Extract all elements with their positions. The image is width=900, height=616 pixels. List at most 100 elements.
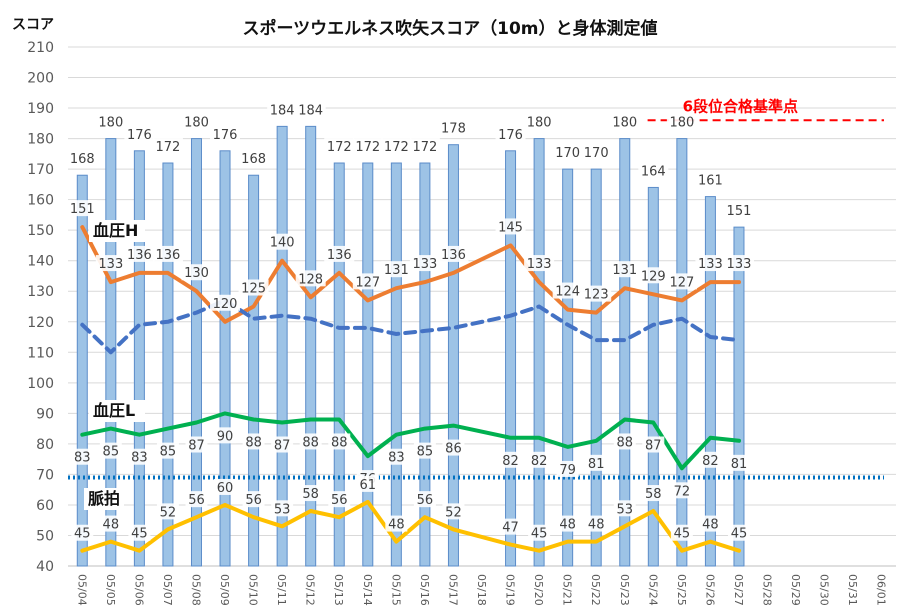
pulse-data-label: 48	[588, 518, 605, 533]
bar-value-label: 184	[298, 103, 323, 118]
data-label-bg	[238, 150, 269, 167]
data-label-bg	[185, 436, 208, 453]
data-label-bg	[556, 515, 579, 532]
data-label-bg	[524, 255, 555, 272]
data-label-bg	[638, 267, 669, 284]
pulse-data-label: 48	[559, 518, 576, 533]
pulse-data-label: 45	[731, 527, 748, 542]
data-label-bg	[695, 171, 726, 188]
data-label-bg	[352, 273, 383, 290]
bp-h-data-label: 133	[727, 257, 752, 272]
x-tick-label: 05/23	[618, 574, 631, 606]
bp-h-data-label: 129	[641, 269, 666, 284]
y-tick-label: 120	[27, 315, 54, 331]
x-tick-label: 05/19	[504, 574, 517, 606]
bp-h-data-label: 124	[555, 285, 580, 300]
data-label-bg	[581, 144, 612, 161]
pulse-data-label: 58	[302, 487, 319, 502]
pulse-data-label: 61	[360, 478, 377, 493]
bar-value-label: 176	[498, 128, 523, 143]
data-label-bg	[409, 138, 440, 155]
reference-line-label: 6段位合格基準点	[683, 97, 798, 115]
y-tick-label: 80	[36, 437, 54, 453]
x-tick-label: 05/06	[132, 574, 145, 606]
pulse-data-label: 53	[274, 502, 291, 517]
x-tick-label: 05/10	[247, 574, 260, 606]
pulse-data-label: 53	[616, 502, 633, 517]
data-label-bg	[381, 138, 412, 155]
pulse-data-label: 45	[674, 527, 691, 542]
y-tick-label: 210	[27, 40, 54, 56]
y-tick-label: 160	[27, 193, 54, 209]
bp-l-data-label: 72	[674, 484, 691, 499]
bar	[390, 162, 402, 567]
data-label-bg	[499, 451, 522, 468]
bp-l-data-label: 83	[388, 451, 405, 466]
bar	[733, 226, 745, 567]
x-tick-label: 05/11	[275, 574, 288, 606]
data-label-bg	[214, 478, 237, 495]
data-label-bg	[71, 524, 94, 541]
x-tick-label: 05/13	[332, 574, 345, 606]
annotation-bg	[89, 400, 145, 422]
data-label-bg	[271, 436, 294, 453]
x-tick-label: 05/24	[646, 574, 659, 606]
bar-value-label: 151	[727, 204, 752, 219]
x-tick-label: 05/21	[561, 574, 574, 606]
data-label-bg	[67, 150, 98, 167]
x-tick-label: 05/22	[589, 574, 602, 606]
bp-h-data-label: 140	[270, 236, 295, 251]
bar	[248, 174, 260, 567]
bp-h-data-label: 128	[298, 272, 323, 287]
bar-value-label: 164	[641, 164, 666, 179]
bp-h-data-label: 133	[412, 257, 437, 272]
x-tick-label: 05/15	[389, 574, 402, 606]
data-label-bg	[156, 503, 179, 520]
y-tick-label: 150	[27, 223, 54, 239]
bp-l-data-label: 88	[302, 435, 319, 450]
bp-h-data-label: 123	[584, 288, 609, 303]
data-label-bg	[723, 202, 754, 219]
bar	[219, 150, 231, 567]
data-label-bg	[152, 138, 183, 155]
data-label-bg	[585, 454, 608, 471]
bar	[133, 150, 145, 567]
bar-value-label: 180	[184, 116, 209, 131]
data-label-bg	[438, 245, 469, 262]
bp-h-data-label: 133	[527, 257, 552, 272]
series-annotation: 血圧H	[93, 221, 138, 240]
data-label-bg	[295, 101, 326, 118]
bar-value-label: 172	[412, 140, 437, 155]
data-label-bg	[524, 113, 555, 130]
data-label-bg	[128, 524, 151, 541]
y-tick-label: 130	[27, 284, 54, 300]
y-tick-label: 140	[27, 254, 54, 270]
data-label-bg	[556, 460, 579, 477]
y-tick-label: 100	[27, 376, 54, 392]
data-label-bg	[385, 515, 408, 532]
bp-h-data-label: 133	[98, 257, 123, 272]
series-line	[80, 225, 741, 324]
pulse-data-label: 48	[388, 518, 405, 533]
bp-l-data-label: 82	[531, 454, 548, 469]
chart-title: スポーツウエルネス吹矢スコア（10m）と身体測定値	[242, 19, 658, 39]
data-label-bg	[156, 442, 179, 459]
bp-l-data-label: 81	[731, 457, 748, 472]
data-label-bg	[642, 436, 665, 453]
bar-value-label: 172	[327, 140, 352, 155]
x-tick-label: 05/12	[304, 574, 317, 606]
data-label-bg	[95, 255, 126, 272]
data-label-bg	[210, 125, 241, 142]
bar	[533, 138, 545, 567]
bp-h-data-label: 136	[441, 248, 466, 263]
bp-h-data-label: 136	[327, 248, 352, 263]
data-label-bg	[642, 485, 665, 502]
bp-l-data-label: 88	[616, 435, 633, 450]
data-label-bg	[438, 119, 469, 136]
pulse-data-label: 60	[217, 481, 234, 496]
bp-l-data-label: 85	[103, 445, 120, 460]
data-label-bg	[699, 515, 722, 532]
bar-value-label: 161	[698, 174, 723, 189]
data-label-bg	[552, 144, 583, 161]
data-label-bg	[495, 218, 526, 235]
